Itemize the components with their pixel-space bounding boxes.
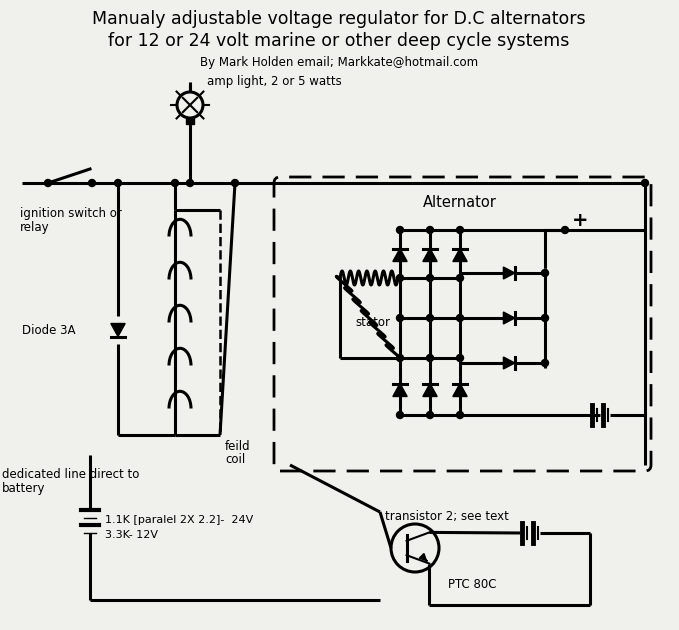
Text: 3.3K- 12V: 3.3K- 12V: [105, 530, 158, 540]
Text: ignition switch or: ignition switch or: [20, 207, 122, 220]
Circle shape: [397, 314, 403, 321]
Circle shape: [642, 180, 648, 186]
Circle shape: [45, 180, 52, 186]
Text: By Mark Holden email; Markkate@hotmail.com: By Mark Holden email; Markkate@hotmail.c…: [200, 56, 478, 69]
Circle shape: [115, 180, 122, 186]
Polygon shape: [503, 312, 515, 324]
Polygon shape: [393, 248, 407, 261]
Polygon shape: [453, 248, 467, 261]
Circle shape: [426, 314, 433, 321]
Circle shape: [88, 180, 96, 186]
Polygon shape: [503, 267, 515, 279]
Polygon shape: [423, 248, 437, 261]
Text: coil: coil: [225, 453, 245, 466]
Bar: [186, 118, 194, 124]
Circle shape: [456, 275, 464, 282]
Text: feild: feild: [225, 440, 251, 453]
Text: +: +: [572, 210, 588, 229]
Text: Diode 3A: Diode 3A: [22, 323, 75, 336]
Text: dedicated line direct to: dedicated line direct to: [2, 468, 139, 481]
Polygon shape: [503, 357, 515, 369]
Circle shape: [172, 180, 179, 186]
Circle shape: [456, 227, 464, 234]
Text: PTC 80C: PTC 80C: [448, 578, 496, 591]
Circle shape: [562, 227, 568, 234]
Circle shape: [426, 227, 433, 234]
Circle shape: [397, 275, 403, 282]
Circle shape: [541, 360, 549, 367]
Polygon shape: [423, 384, 437, 396]
Circle shape: [426, 355, 433, 362]
Circle shape: [426, 411, 433, 418]
Circle shape: [397, 411, 403, 418]
Circle shape: [456, 355, 464, 362]
Text: battery: battery: [2, 482, 45, 495]
Text: amp light, 2 or 5 watts: amp light, 2 or 5 watts: [207, 76, 342, 88]
Text: Alternator: Alternator: [423, 195, 497, 210]
Circle shape: [397, 227, 403, 234]
Text: 1.1K [paralel 2X 2.2]-  24V: 1.1K [paralel 2X 2.2]- 24V: [105, 515, 253, 525]
Text: Manualy adjustable voltage regulator for D.C alternators: Manualy adjustable voltage regulator for…: [92, 10, 586, 28]
Circle shape: [456, 314, 464, 321]
Circle shape: [541, 314, 549, 321]
Polygon shape: [393, 384, 407, 396]
Text: for 12 or 24 volt marine or other deep cycle systems: for 12 or 24 volt marine or other deep c…: [109, 32, 570, 50]
Text: transistor 2; see text: transistor 2; see text: [385, 510, 509, 523]
Polygon shape: [111, 323, 125, 336]
Text: relay: relay: [20, 221, 50, 234]
Circle shape: [456, 411, 464, 418]
Circle shape: [541, 270, 549, 277]
Text: stator: stator: [355, 316, 390, 328]
Circle shape: [232, 180, 238, 186]
Circle shape: [187, 180, 194, 186]
Circle shape: [426, 275, 433, 282]
Polygon shape: [453, 384, 467, 396]
Circle shape: [397, 355, 403, 362]
